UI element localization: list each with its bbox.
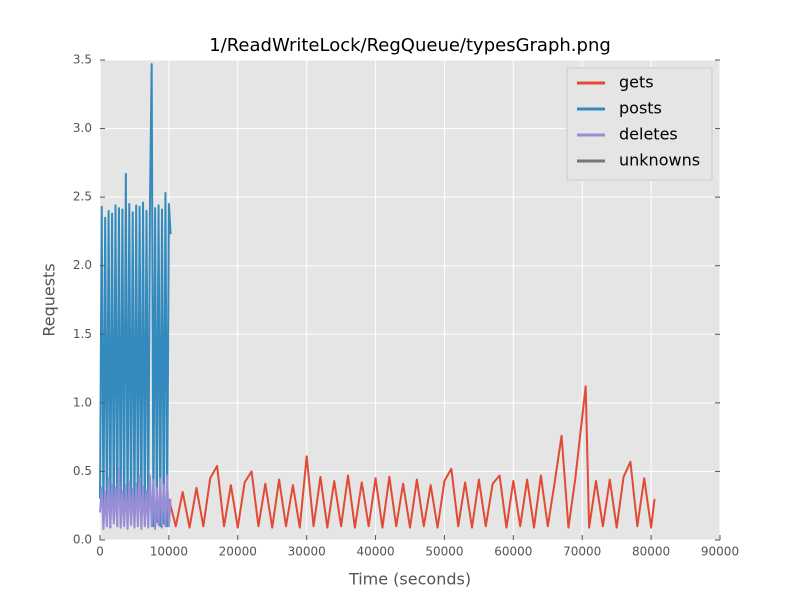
x-tick-label: 40000	[356, 545, 394, 559]
x-tick-label: 70000	[563, 545, 601, 559]
ticks: 0 10000 20000 30000 40000 50000 60000 70000 8000…	[73, 53, 739, 559]
chart-title: 1/ReadWriteLock/RegQueue/typesGraph.png	[209, 35, 611, 56]
y-tick-label: 1.0	[73, 395, 92, 409]
y-tick-label: 3.0	[73, 121, 92, 135]
legend-label: gets	[619, 73, 654, 92]
x-tick-label: 10000	[150, 545, 188, 559]
x-tick-label: 90000	[701, 545, 739, 559]
x-tick-label: 0	[96, 545, 104, 559]
series-line	[99, 63, 172, 529]
legend-label: posts	[619, 99, 662, 118]
legend-label: deletes	[619, 125, 678, 144]
x-tick-label: 30000	[288, 545, 326, 559]
y-tick-label: 1.5	[73, 327, 92, 341]
series-line	[99, 467, 172, 531]
x-tick-label: 80000	[632, 545, 670, 559]
y-tick-label: 3.5	[73, 53, 92, 67]
lines	[99, 63, 656, 531]
legend-label: unknowns	[619, 151, 700, 170]
y-tick-label: 0.0	[73, 533, 92, 547]
x-tick-label: 20000	[219, 545, 257, 559]
y-axis-label: Requests	[40, 263, 59, 336]
x-tick-label: 50000	[425, 545, 463, 559]
legend: gets posts deletes unknowns	[566, 67, 713, 181]
series-line	[167, 385, 656, 529]
x-tick-label: 60000	[494, 545, 532, 559]
x-axis-label: Time (seconds)	[348, 570, 471, 589]
y-tick-label: 2.0	[73, 258, 92, 272]
y-tick-label: 2.5	[73, 190, 92, 204]
y-tick-label: 0.5	[73, 464, 92, 478]
